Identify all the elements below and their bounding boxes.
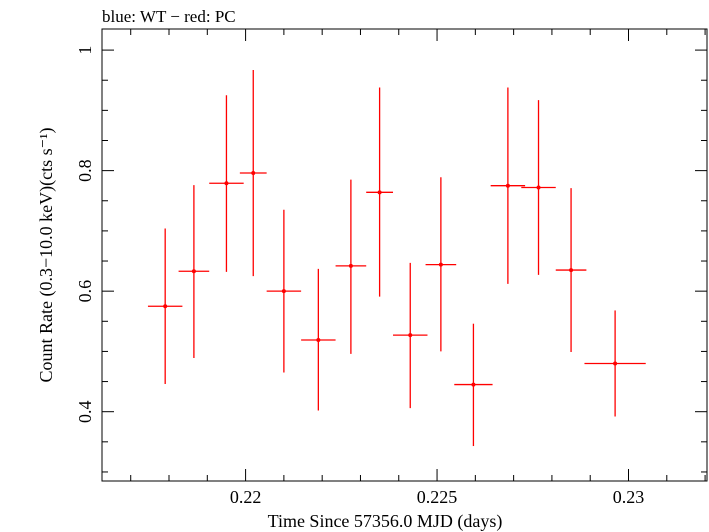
data-point (266, 209, 302, 373)
point-marker (191, 269, 196, 274)
chart-title: blue: WT − red: PC (102, 7, 236, 26)
point-marker (281, 289, 286, 294)
y-tick-label: 0.8 (75, 159, 95, 182)
data-point (178, 185, 210, 359)
point-marker (224, 181, 229, 186)
y-tick-label: 1 (75, 46, 95, 55)
data-point (454, 323, 493, 447)
point-marker (471, 382, 476, 387)
axis-ticks (102, 29, 707, 481)
data-point (393, 262, 428, 409)
data-point (335, 179, 367, 354)
point-marker (438, 262, 443, 267)
point-marker (163, 304, 168, 309)
data-point (147, 228, 183, 384)
x-tick-label: 0.23 (613, 487, 645, 507)
point-marker (613, 361, 618, 366)
x-axis-title: Time Since 57356.0 MJD (days) (268, 511, 503, 532)
plot-frame (101, 28, 708, 482)
data-point (584, 310, 646, 417)
point-marker (505, 183, 510, 188)
point-marker (408, 333, 413, 338)
axis-tick-labels: 0.22 0.225 0.23 0.4 0.6 0.8 1 (75, 46, 644, 507)
y-tick-label: 0.4 (75, 400, 95, 423)
data-point (521, 100, 556, 275)
data-point (490, 87, 526, 284)
data-point (209, 95, 244, 272)
data-point (555, 188, 587, 353)
data-point (425, 177, 457, 352)
data-marks (147, 69, 646, 447)
y-tick-label: 0.6 (75, 280, 95, 303)
x-tick-label: 0.22 (230, 487, 262, 507)
point-marker (251, 171, 256, 176)
data-point (239, 69, 267, 277)
y-axis-title: Count Rate (0.3−10.0 keV)(cts s⁻¹) (36, 127, 57, 382)
data-point (301, 268, 336, 411)
point-marker (377, 190, 382, 195)
point-marker (348, 263, 353, 268)
x-tick-label: 0.225 (417, 487, 458, 507)
point-marker (569, 268, 574, 273)
data-point (366, 87, 394, 297)
point-marker (536, 185, 541, 190)
point-marker (316, 337, 321, 342)
